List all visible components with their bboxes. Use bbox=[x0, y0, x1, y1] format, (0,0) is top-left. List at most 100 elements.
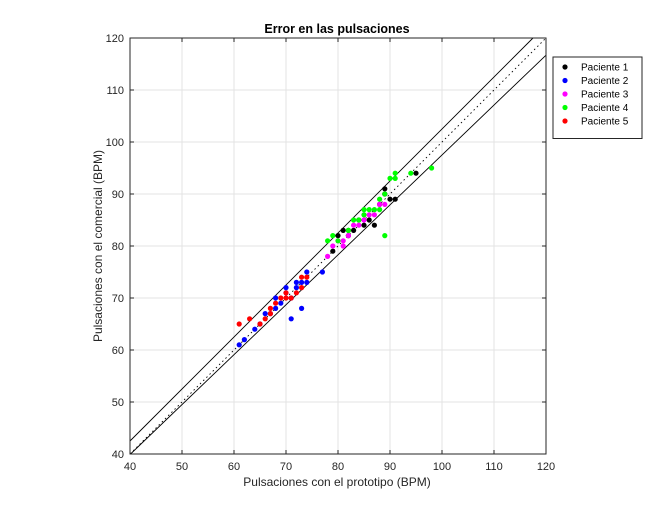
y-tick-label: 90 bbox=[112, 189, 124, 201]
data-point-paciente-4 bbox=[356, 217, 362, 223]
data-point-paciente-5 bbox=[257, 321, 263, 327]
x-tick-label: 40 bbox=[124, 461, 136, 473]
data-point-paciente-3 bbox=[325, 253, 331, 259]
data-point-paciente-3 bbox=[351, 222, 357, 228]
legend-box bbox=[552, 56, 643, 139]
data-point-paciente-5 bbox=[283, 290, 289, 296]
data-point-paciente-5 bbox=[278, 295, 284, 301]
error-bound-line bbox=[129, 37, 534, 442]
y-tick-label: 110 bbox=[106, 85, 124, 97]
data-point-paciente-2 bbox=[304, 269, 310, 275]
data-point-paciente-1 bbox=[340, 227, 346, 233]
chart-title: Error en las pulsaciones bbox=[264, 22, 409, 36]
data-point-paciente-2 bbox=[293, 279, 299, 285]
reference-lines bbox=[129, 37, 547, 455]
data-point-paciente-5 bbox=[273, 300, 279, 306]
data-point-paciente-4 bbox=[371, 207, 377, 213]
legend-label: Paciente 4 bbox=[581, 103, 629, 114]
data-point-paciente-1 bbox=[330, 248, 336, 254]
axis-ticks: 40 50 60 70 80 90 100 110 120 40 50 60 70 80 90 100 110 1… bbox=[106, 33, 556, 473]
legend-marker bbox=[562, 77, 568, 84]
data-point-paciente-5 bbox=[267, 311, 273, 317]
data-points bbox=[236, 165, 435, 348]
legend: Paciente 1 Paciente 2 Paciente 3 Paciente 4… bbox=[552, 56, 643, 139]
data-point-paciente-4 bbox=[382, 233, 388, 239]
x-tick-label: 80 bbox=[332, 461, 344, 473]
data-point-paciente-5 bbox=[288, 295, 294, 301]
x-tick-label: 100 bbox=[433, 461, 451, 473]
data-point-paciente-3 bbox=[377, 201, 383, 207]
data-point-paciente-5 bbox=[304, 274, 310, 280]
data-point-paciente-3 bbox=[382, 201, 388, 207]
data-point-paciente-1 bbox=[371, 222, 377, 228]
data-point-paciente-2 bbox=[293, 285, 299, 291]
legend-label: Paciente 2 bbox=[581, 76, 629, 87]
data-point-paciente-2 bbox=[319, 269, 325, 275]
data-point-paciente-2 bbox=[252, 326, 258, 332]
data-point-paciente-4 bbox=[361, 207, 367, 213]
data-point-paciente-4 bbox=[325, 238, 331, 244]
legend-marker bbox=[562, 64, 568, 70]
data-point-paciente-3 bbox=[366, 212, 372, 218]
data-point-paciente-1 bbox=[366, 217, 372, 223]
legend-marker bbox=[562, 91, 568, 97]
data-point-paciente-4 bbox=[392, 175, 398, 181]
data-point-paciente-4 bbox=[377, 207, 383, 213]
y-axis-label: Pulsaciones con el comercial (BPM) bbox=[91, 150, 105, 342]
data-point-paciente-1 bbox=[335, 233, 341, 239]
data-point-paciente-1 bbox=[361, 222, 367, 228]
data-point-paciente-1 bbox=[387, 196, 393, 202]
data-point-paciente-4 bbox=[382, 191, 388, 197]
data-point-paciente-4 bbox=[377, 196, 383, 202]
data-point-paciente-1 bbox=[351, 227, 357, 233]
data-point-paciente-4 bbox=[351, 217, 357, 223]
data-point-paciente-4 bbox=[408, 170, 414, 176]
x-tick-label: 70 bbox=[280, 461, 292, 473]
y-tick-label: 70 bbox=[112, 293, 124, 305]
data-point-paciente-5 bbox=[293, 290, 299, 296]
y-tick-label: 80 bbox=[112, 241, 124, 253]
data-point-paciente-4 bbox=[366, 207, 372, 213]
error-bound-line bbox=[130, 54, 547, 455]
data-point-paciente-3 bbox=[356, 222, 362, 228]
y-tick-label: 120 bbox=[106, 33, 124, 45]
data-point-paciente-2 bbox=[236, 342, 242, 348]
x-axis-label: Pulsaciones con el prototipo (BPM) bbox=[243, 475, 430, 489]
data-point-paciente-2 bbox=[299, 305, 305, 311]
y-tick-label: 40 bbox=[112, 449, 124, 461]
data-point-paciente-2 bbox=[273, 305, 279, 311]
data-point-paciente-3 bbox=[371, 212, 377, 218]
data-point-paciente-5 bbox=[247, 316, 253, 322]
data-point-paciente-1 bbox=[382, 186, 388, 192]
data-point-paciente-2 bbox=[283, 285, 289, 291]
data-point-paciente-3 bbox=[361, 217, 367, 223]
data-point-paciente-2 bbox=[241, 337, 247, 343]
data-point-paciente-4 bbox=[361, 212, 367, 218]
x-tick-label: 50 bbox=[176, 461, 188, 473]
data-point-paciente-5 bbox=[262, 316, 268, 322]
data-point-paciente-1 bbox=[392, 196, 398, 202]
data-point-paciente-2 bbox=[288, 316, 294, 322]
x-tick-label: 120 bbox=[537, 461, 555, 473]
legend-label: Paciente 1 bbox=[581, 63, 629, 74]
data-point-paciente-5 bbox=[299, 285, 305, 291]
legend-marker bbox=[562, 118, 568, 124]
data-point-paciente-4 bbox=[387, 175, 393, 181]
data-point-paciente-5 bbox=[236, 321, 242, 327]
data-point-paciente-3 bbox=[340, 243, 346, 249]
x-tick-label: 90 bbox=[384, 461, 396, 473]
data-point-paciente-3 bbox=[330, 243, 336, 249]
data-point-paciente-3 bbox=[345, 233, 351, 239]
y-tick-label: 100 bbox=[106, 137, 124, 149]
data-point-paciente-5 bbox=[283, 295, 289, 301]
x-tick-label: 60 bbox=[228, 461, 240, 473]
data-point-paciente-2 bbox=[262, 311, 268, 317]
data-point-paciente-4 bbox=[335, 238, 341, 244]
data-point-paciente-3 bbox=[340, 238, 346, 244]
data-point-paciente-2 bbox=[273, 295, 279, 301]
data-point-paciente-1 bbox=[413, 170, 419, 176]
y-tick-label: 50 bbox=[112, 397, 124, 409]
data-point-paciente-2 bbox=[304, 279, 310, 285]
data-point-paciente-4 bbox=[429, 165, 435, 171]
data-point-paciente-4 bbox=[392, 170, 398, 176]
